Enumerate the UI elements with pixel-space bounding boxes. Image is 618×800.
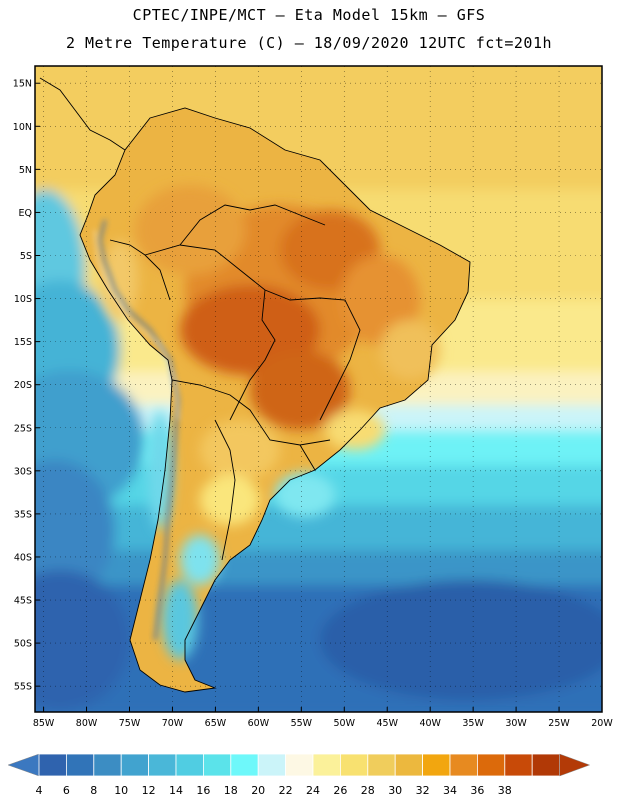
lat-tick-label: 10N <box>13 122 32 133</box>
colorbar-under-arrow <box>7 753 40 777</box>
colorbar-swatch <box>312 753 341 777</box>
colorbar-swatch <box>175 753 204 777</box>
lon-tick-label: 65W <box>205 718 227 729</box>
colorbar-swatch <box>531 753 561 777</box>
colorbar-swatch <box>449 753 478 777</box>
colorbar-tick-label: 20 <box>251 784 266 797</box>
colorbar-swatch <box>120 753 149 777</box>
colorbar-swatch <box>476 753 506 777</box>
colorbar-tick-label: 24 <box>306 784 320 797</box>
colorbar-tick-label: 34 <box>443 784 457 797</box>
colorbar-swatch <box>257 753 287 777</box>
colorbar-swatch <box>367 753 396 777</box>
lon-tick-label: 85W <box>33 718 55 729</box>
lon-tick-label: 80W <box>76 718 98 729</box>
colorbar-tick-label: 32 <box>415 784 430 797</box>
map-frame <box>34 65 603 713</box>
lat-tick-label: 30S <box>14 466 32 477</box>
colorbar <box>7 753 591 777</box>
colorbar-swatch <box>422 753 451 777</box>
colorbar-tick-label: 12 <box>141 784 156 797</box>
lat-tick-label: 40S <box>14 552 32 563</box>
colorbar-swatch <box>394 753 424 777</box>
lat-tick-label: 20S <box>14 380 32 391</box>
lat-tick-label: 10S <box>14 294 32 305</box>
colorbar-tick-label: 18 <box>223 784 238 797</box>
lat-tick-label: 15S <box>14 337 32 348</box>
colorbar-swatch <box>148 753 177 777</box>
colorbar-tick-label: 14 <box>169 784 183 797</box>
longitude-axis: 85W 80W 75W 70W 65W 60W 55W 50W 45W 40W 35W 30W 25W 2… <box>33 707 613 729</box>
colorbar-tick-label: 16 <box>196 784 211 797</box>
map-field <box>35 66 602 712</box>
colorbar-tick-label: 8 <box>90 784 98 797</box>
colorbar-tick-label: 4 <box>35 784 43 797</box>
colorbar-swatch <box>339 753 369 777</box>
lat-tick-label: 55S <box>14 682 32 693</box>
lon-tick-label: 60W <box>248 718 270 729</box>
colorbar-swatch <box>285 753 314 777</box>
lon-tick-label: 30W <box>505 718 527 729</box>
colorbar-swatch <box>38 753 67 777</box>
latitude-axis: 15N 10N 5N EQ 5S 10S 15S 20S 25S 30S 35S 40S 45S 50S 5… <box>13 79 40 693</box>
lat-tick-label: 45S <box>14 596 32 607</box>
lon-tick-label: 55W <box>291 718 313 729</box>
colorbar-swatch <box>66 753 95 777</box>
lat-tick-label: 50S <box>14 639 32 650</box>
lon-tick-label: 75W <box>119 718 141 729</box>
colorbar-tick-label: 22 <box>278 784 293 797</box>
colorbar-tick-label: 6 <box>62 784 70 797</box>
lon-tick-label: 45W <box>376 718 398 729</box>
colorbar-swatch <box>230 753 259 777</box>
colorbar-tick-label: 26 <box>333 784 348 797</box>
map-title-line-1: CPTEC/INPE/MCT – Eta Model 15km – GFS <box>132 6 486 24</box>
lat-tick-label: EQ <box>19 208 32 219</box>
lon-tick-label: 20W <box>591 718 613 729</box>
colorbar-swatch <box>93 753 122 777</box>
lat-tick-label: 35S <box>14 509 32 520</box>
lat-tick-label: 5S <box>20 251 32 262</box>
colorbar-swatch <box>504 753 533 777</box>
lat-tick-label: 25S <box>14 423 32 434</box>
colorbar-over-arrow <box>559 753 591 777</box>
lon-tick-label: 70W <box>162 718 184 729</box>
lon-tick-label: 40W <box>419 718 441 729</box>
south-america-landmass <box>80 108 470 692</box>
lat-tick-label: 5N <box>19 165 32 176</box>
lon-tick-label: 25W <box>548 718 570 729</box>
lon-tick-label: 50W <box>334 718 356 729</box>
colorbar-tick-label: 10 <box>114 784 129 797</box>
lat-tick-label: 15N <box>13 79 32 90</box>
colorbar-tick-label: 30 <box>388 784 403 797</box>
colorbar-tick-label: 36 <box>470 784 485 797</box>
colorbar-tick-label: 28 <box>360 784 375 797</box>
colorbar-tick-label: 38 <box>497 784 512 797</box>
lon-tick-label: 35W <box>462 718 484 729</box>
map-title-line-2: 2 Metre Temperature (C) – 18/09/2020 12U… <box>65 34 553 52</box>
colorbar-swatch <box>202 753 232 777</box>
